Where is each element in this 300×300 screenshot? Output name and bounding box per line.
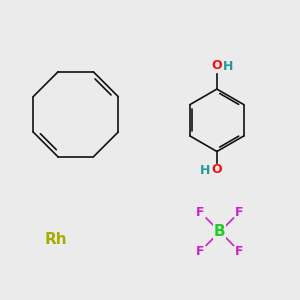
Text: H: H <box>200 164 210 177</box>
Text: B: B <box>214 224 226 239</box>
Text: F: F <box>196 245 205 258</box>
Text: F: F <box>196 206 205 219</box>
Text: F: F <box>235 206 244 219</box>
Text: F: F <box>235 245 244 258</box>
Text: Rh: Rh <box>45 232 68 247</box>
Text: O: O <box>212 163 222 176</box>
Text: O: O <box>212 59 222 72</box>
Text: H: H <box>223 60 233 73</box>
